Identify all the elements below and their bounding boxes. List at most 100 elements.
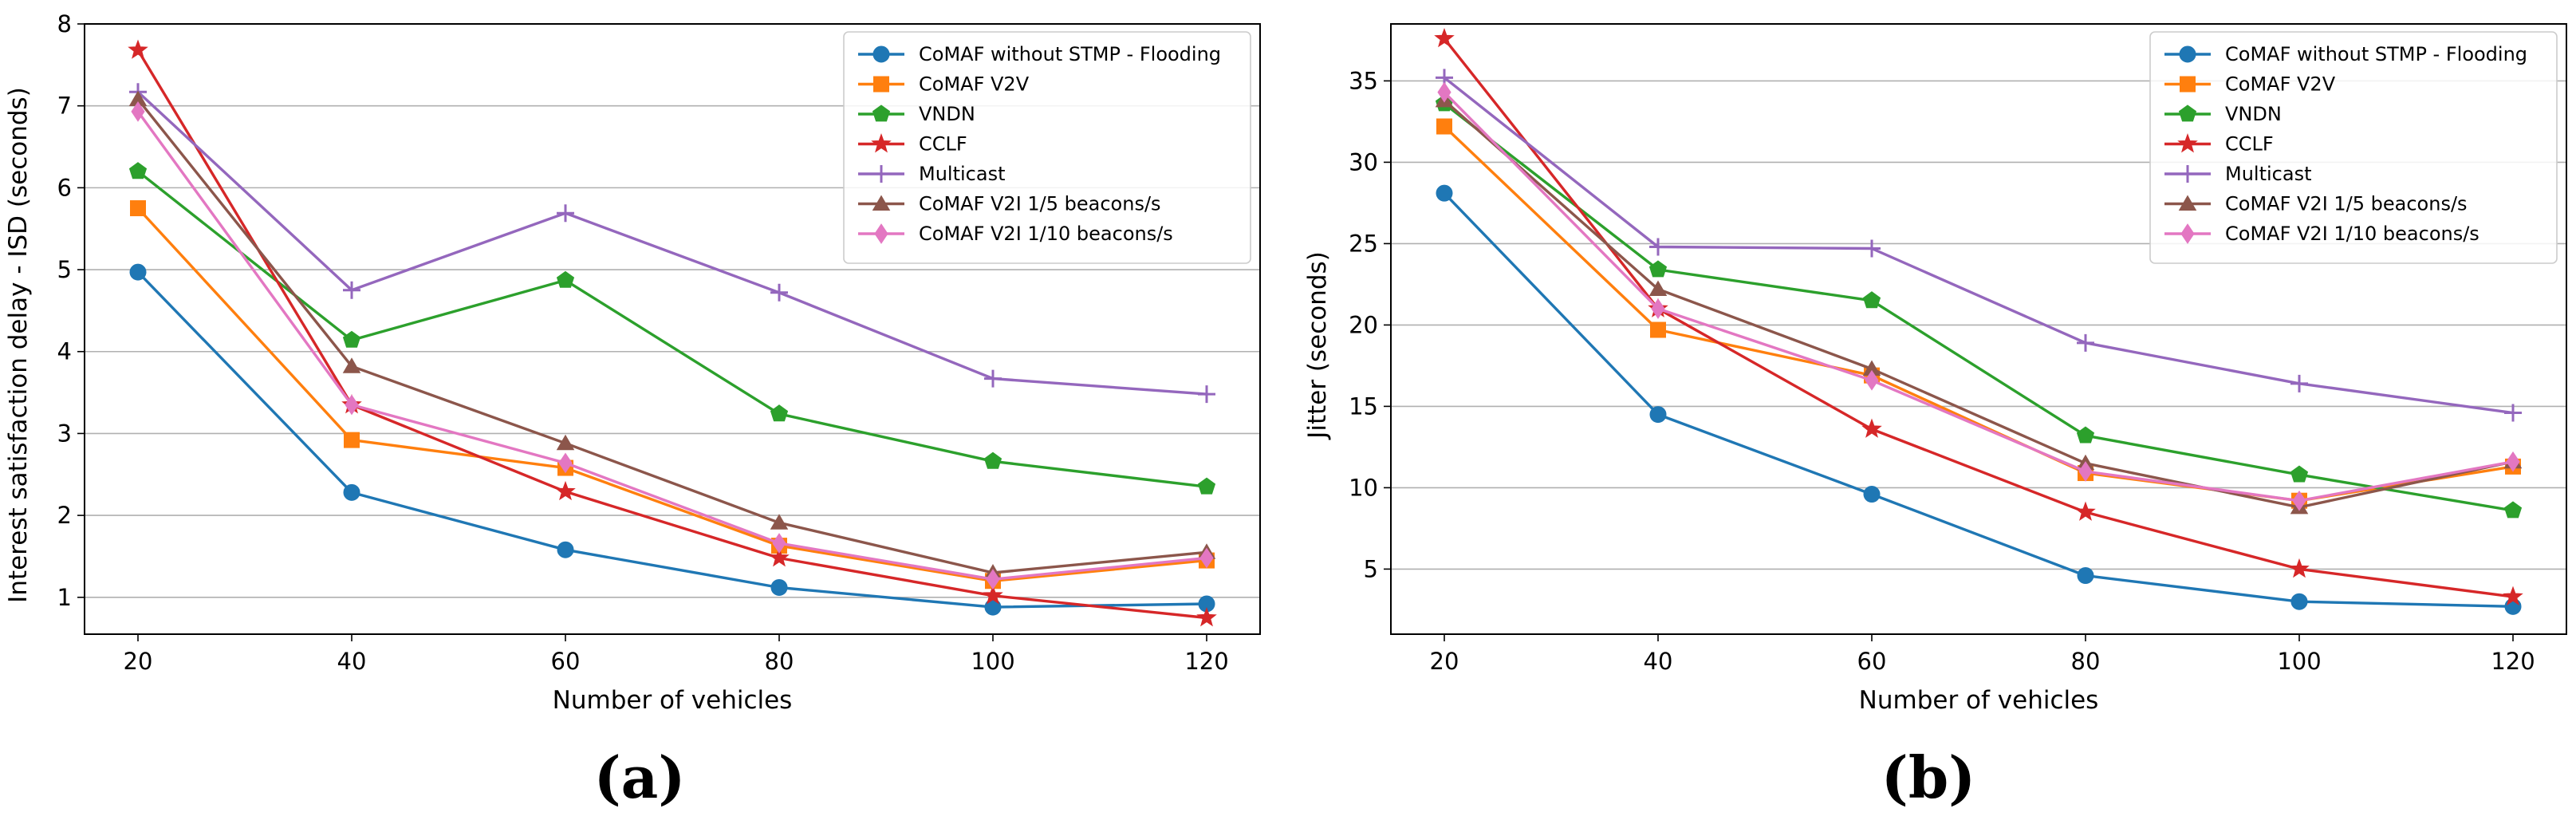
data-point bbox=[984, 369, 1002, 388]
data-point bbox=[555, 480, 576, 501]
legend-marker bbox=[872, 195, 891, 211]
series-line bbox=[136, 110, 1207, 581]
data-point bbox=[1436, 118, 1452, 135]
series-1 bbox=[129, 263, 1215, 616]
legend-label: CoMAF V2I 1/5 beacons/s bbox=[919, 193, 1161, 215]
legend-box bbox=[843, 31, 1251, 264]
chart-panel-a: 1 2 3 4 5 6 7 8 20 40 60 80 100 120 Number of vehicles… bbox=[4, 10, 1261, 811]
legend-marker bbox=[2178, 104, 2197, 122]
data-point bbox=[2503, 501, 2523, 519]
data-point bbox=[1649, 406, 1667, 424]
legend-marker bbox=[872, 165, 890, 183]
panel-label: (b) bbox=[1881, 743, 1975, 811]
y-tick-label: 8 bbox=[57, 10, 72, 37]
series-line bbox=[136, 170, 1207, 488]
series-7 bbox=[1437, 81, 2520, 511]
legend-item: CoMAF without STMP - Flooding bbox=[2164, 43, 2527, 65]
legend-marker bbox=[2177, 133, 2198, 153]
data-point bbox=[2292, 490, 2306, 511]
legend-label: CoMAF V2I 1/10 beacons/s bbox=[2225, 223, 2479, 245]
y-tick-label: 15 bbox=[1349, 392, 1378, 420]
data-point bbox=[2290, 593, 2308, 610]
data-point bbox=[1650, 321, 1666, 338]
y-tick-label: 5 bbox=[1364, 555, 1378, 582]
data-point bbox=[770, 578, 788, 596]
legend-item: Multicast bbox=[2164, 163, 2311, 185]
legend-marker bbox=[2180, 223, 2195, 244]
x-tick-label: 20 bbox=[124, 648, 153, 675]
data-point bbox=[1865, 369, 1879, 391]
data-point bbox=[344, 432, 360, 448]
x-tick-label: 100 bbox=[971, 648, 1014, 675]
x-axis-label: Number of vehicles bbox=[1859, 686, 2099, 715]
y-tick-label: 1 bbox=[57, 584, 72, 611]
data-point bbox=[1196, 607, 1217, 627]
data-point bbox=[1648, 280, 1668, 296]
x-tick-label: 120 bbox=[2491, 648, 2535, 675]
data-point bbox=[128, 39, 148, 59]
legend-label: VNDN bbox=[919, 103, 975, 125]
data-point bbox=[1861, 418, 1882, 438]
series-line bbox=[136, 98, 1207, 574]
legend-item: CoMAF V2I 1/5 beacons/s bbox=[2164, 193, 2468, 215]
data-point bbox=[2075, 501, 2096, 521]
legend-marker bbox=[2180, 76, 2196, 93]
data-point bbox=[1649, 238, 1667, 256]
x-tick-label: 60 bbox=[1857, 648, 1887, 675]
panel-label: (a) bbox=[594, 743, 686, 811]
legend-marker bbox=[872, 104, 891, 122]
legend-label: CoMAF V2V bbox=[919, 73, 1030, 96]
data-point bbox=[1434, 27, 1455, 48]
plot-frame bbox=[1390, 23, 2567, 635]
data-point bbox=[557, 541, 574, 558]
legend-label: CoMAF without STMP - Flooding bbox=[919, 43, 1221, 65]
data-point bbox=[2076, 426, 2095, 444]
y-axis-label: Jitter (seconds) bbox=[1303, 251, 1332, 440]
series-line bbox=[1443, 37, 2514, 598]
series-line bbox=[1443, 91, 2514, 503]
legend-marker bbox=[2179, 165, 2196, 183]
y-tick-label: 35 bbox=[1349, 67, 1378, 94]
x-tick-label: 20 bbox=[1430, 648, 1459, 675]
data-point bbox=[986, 569, 1000, 590]
data-point bbox=[984, 598, 1002, 616]
data-point bbox=[342, 330, 361, 348]
x-tick-label: 40 bbox=[1644, 648, 1673, 675]
y-tick-label: 3 bbox=[57, 420, 72, 447]
x-tick-label: 80 bbox=[765, 648, 794, 675]
data-point bbox=[2077, 333, 2094, 352]
legend-box bbox=[2149, 31, 2558, 264]
series-line bbox=[136, 207, 1207, 582]
data-point bbox=[770, 283, 788, 302]
series-line bbox=[1443, 76, 2514, 415]
data-point bbox=[2289, 558, 2310, 578]
legend-marker bbox=[873, 76, 889, 93]
legend-item: VNDN bbox=[858, 103, 975, 125]
y-tick-label: 20 bbox=[1349, 311, 1378, 338]
series-line bbox=[1443, 99, 2514, 509]
data-point bbox=[1436, 184, 1453, 202]
y-tick-label: 7 bbox=[57, 93, 72, 120]
series-line bbox=[1443, 192, 2514, 608]
data-point bbox=[2506, 451, 2520, 472]
legend-marker bbox=[874, 223, 888, 244]
data-point bbox=[2290, 465, 2309, 483]
y-tick-label: 2 bbox=[57, 502, 72, 529]
legend-label: VNDN bbox=[2225, 103, 2282, 125]
x-tick-label: 40 bbox=[337, 648, 367, 675]
legend-item: CoMAF V2I 1/10 beacons/s bbox=[2164, 223, 2479, 245]
legend-label: Multicast bbox=[2225, 163, 2311, 185]
series-7 bbox=[131, 101, 1214, 590]
series-3 bbox=[128, 162, 1216, 495]
y-axis-label: Interest satisfaction delay - ISD (secon… bbox=[4, 87, 33, 603]
data-point bbox=[770, 514, 789, 530]
data-point bbox=[1437, 81, 1451, 103]
y-tick-label: 4 bbox=[57, 338, 72, 365]
data-point bbox=[129, 263, 147, 281]
plot-frame bbox=[84, 23, 1261, 635]
data-point bbox=[1199, 547, 1214, 569]
x-tick-label: 80 bbox=[2071, 648, 2101, 675]
data-point bbox=[558, 452, 573, 474]
legend-item: CCLF bbox=[2164, 133, 2274, 156]
y-tick-label: 30 bbox=[1349, 148, 1378, 175]
